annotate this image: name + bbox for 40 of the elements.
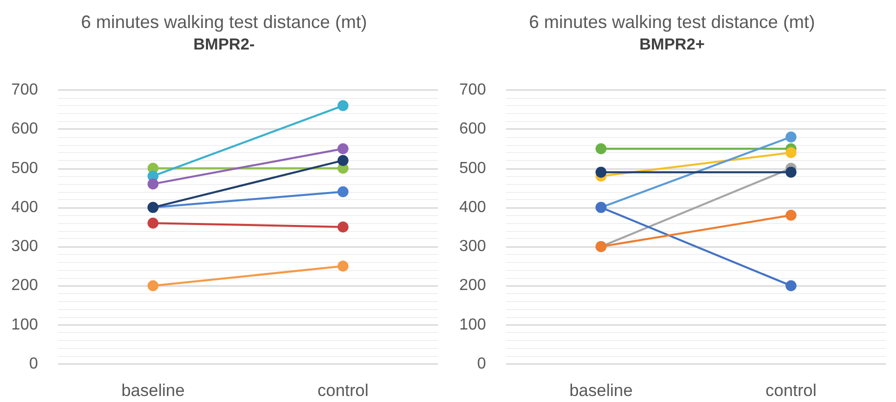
point [148,218,158,229]
y-tick-label: 0 [477,356,486,372]
point [338,222,348,232]
point [786,210,796,221]
y-tick-label: 200 [459,277,486,294]
point [786,166,796,178]
x-tick-label: control [765,381,817,400]
y-tick-label: 400 [459,198,486,216]
point [338,186,348,198]
y-tick-label: 700 [459,82,486,98]
y-tick-label: 700 [11,82,38,98]
x-tick-label: baseline [121,381,185,400]
y-tick-label: 0 [29,356,38,372]
point [786,131,796,142]
x-tick-label: baseline [569,381,633,400]
point [148,178,158,190]
chart-title: 6 minutes walking test distance (mt) [80,12,368,32]
point [338,143,348,154]
y-tick-label: 400 [11,198,38,216]
point [596,166,606,178]
y-tick-label: 600 [459,120,486,138]
y-tick-label: 300 [459,238,486,256]
chart-subtitle: BMPR2+ [639,36,705,54]
point [148,280,158,292]
chart-title: 6 minutes walking test distance (mt) [528,12,816,32]
y-tick-label: 100 [459,316,486,334]
y-tick-label: 500 [459,160,486,177]
y-tick-label: 200 [11,277,38,294]
y-tick-label: 100 [11,316,38,334]
point [596,143,606,154]
chart-subtitle: BMPR2- [193,36,255,54]
point [338,260,348,272]
point [786,280,796,292]
y-tick-label: 300 [11,238,38,256]
y-tick-label: 500 [11,160,38,177]
point [338,154,348,166]
x-tick-label: control [317,381,369,400]
point [338,100,348,112]
point [786,147,796,158]
y-tick-label: 600 [11,120,38,138]
